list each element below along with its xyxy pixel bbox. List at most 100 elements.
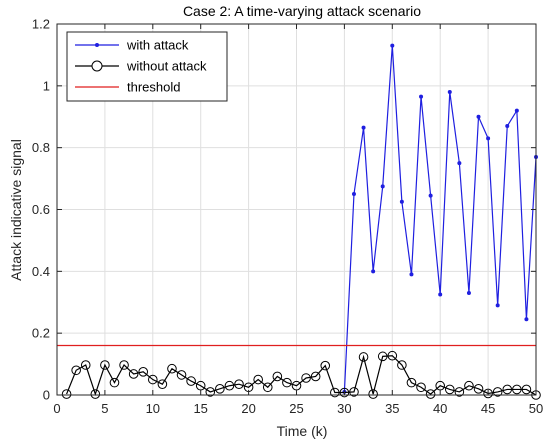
y-axis-label: Attack indicative signal	[8, 139, 24, 281]
data-point	[505, 124, 510, 129]
legend-entry: without attack	[75, 59, 207, 74]
data-point	[425, 389, 436, 399]
data-point	[61, 389, 72, 399]
x-tick-label: 40	[433, 401, 447, 416]
data-point	[310, 371, 321, 382]
data-point	[100, 360, 110, 370]
data-point	[339, 387, 350, 398]
series-line	[66, 354, 537, 396]
data-point	[514, 108, 519, 113]
data-point	[148, 374, 158, 385]
chart-title: Case 2: A time-varying attack scenario	[183, 3, 421, 19]
data-point	[454, 387, 465, 397]
data-point	[301, 373, 311, 383]
y-tick-label: 0.6	[32, 202, 50, 217]
legend-swatch-marker	[91, 60, 103, 72]
data-point	[119, 360, 129, 370]
data-point	[524, 317, 529, 322]
data-point	[272, 371, 283, 382]
data-point	[138, 367, 149, 377]
data-point	[399, 199, 404, 204]
data-point	[495, 303, 500, 308]
data-point	[380, 184, 385, 189]
data-point	[390, 43, 395, 48]
data-point	[90, 389, 101, 399]
legend-label: without attack	[126, 59, 207, 74]
y-tick-label: 1	[43, 78, 50, 93]
data-point	[157, 379, 168, 389]
data-point	[205, 387, 216, 397]
axes-layer: 0 5 10 15 20 25 30 35 40 45 50 0 0.2 0.4 0.6 0.8 1 1.2	[32, 17, 543, 417]
data-point	[128, 369, 139, 379]
data-point	[176, 370, 187, 380]
x-tick-label: 50	[529, 401, 543, 416]
series-without-attack	[61, 350, 541, 400]
data-point	[387, 350, 398, 361]
legend-swatch-marker	[95, 43, 99, 47]
data-point	[464, 380, 474, 391]
data-point	[397, 360, 407, 370]
data-point	[234, 379, 244, 389]
data-point	[483, 388, 493, 399]
data-point	[486, 136, 491, 141]
data-point	[492, 387, 503, 397]
data-point	[330, 387, 340, 398]
data-point	[377, 351, 388, 362]
x-tick-label: 5	[101, 401, 108, 416]
data-point	[262, 382, 273, 393]
data-point	[476, 114, 481, 119]
y-tick-label: 0.2	[32, 326, 50, 341]
data-point	[409, 272, 414, 277]
x-tick-label: 0	[53, 401, 60, 416]
data-point	[186, 376, 196, 386]
data-point	[224, 380, 235, 391]
x-tick-label: 45	[481, 401, 495, 416]
legend-entry: with attack	[75, 38, 189, 53]
data-point	[351, 192, 356, 197]
data-point	[466, 290, 471, 295]
data-point	[473, 384, 484, 394]
x-tick-label: 15	[193, 401, 207, 416]
legend: with attack without attack threshold	[66, 31, 228, 102]
legend-entry: threshold	[75, 80, 180, 95]
data-point	[502, 384, 513, 395]
data-point	[109, 377, 120, 388]
y-tick-label: 0	[43, 388, 50, 403]
data-point	[419, 94, 424, 99]
data-point	[71, 365, 81, 376]
data-point	[368, 389, 378, 399]
data-point	[349, 387, 359, 397]
y-tick-label: 0.8	[32, 140, 50, 155]
data-point	[80, 360, 91, 370]
legend-label: with attack	[126, 38, 189, 53]
series-layer	[57, 43, 541, 400]
x-tick-label: 10	[146, 401, 160, 416]
data-point	[282, 377, 292, 388]
data-point	[521, 384, 532, 395]
data-point	[253, 374, 263, 385]
x-tick-label: 20	[241, 401, 255, 416]
x-axis-label: Time (k)	[277, 423, 328, 439]
data-point	[447, 90, 452, 95]
data-point	[361, 125, 366, 130]
x-tick-label: 30	[337, 401, 351, 416]
series-with-attack	[342, 43, 538, 394]
data-point	[167, 363, 177, 374]
data-point	[416, 382, 426, 393]
x-tick-label: 35	[385, 401, 399, 416]
y-tick-label: 0.4	[32, 264, 50, 279]
legend-label: threshold	[127, 80, 180, 95]
y-tick-label: 1.2	[32, 17, 50, 32]
data-point	[215, 384, 225, 394]
x-tick-label: 25	[289, 401, 303, 416]
data-point	[358, 352, 369, 362]
data-point	[320, 360, 331, 371]
data-point	[371, 269, 376, 274]
data-point	[428, 193, 433, 198]
data-point	[512, 384, 522, 395]
data-point	[457, 161, 462, 166]
data-point	[444, 384, 455, 395]
data-point	[438, 292, 443, 297]
